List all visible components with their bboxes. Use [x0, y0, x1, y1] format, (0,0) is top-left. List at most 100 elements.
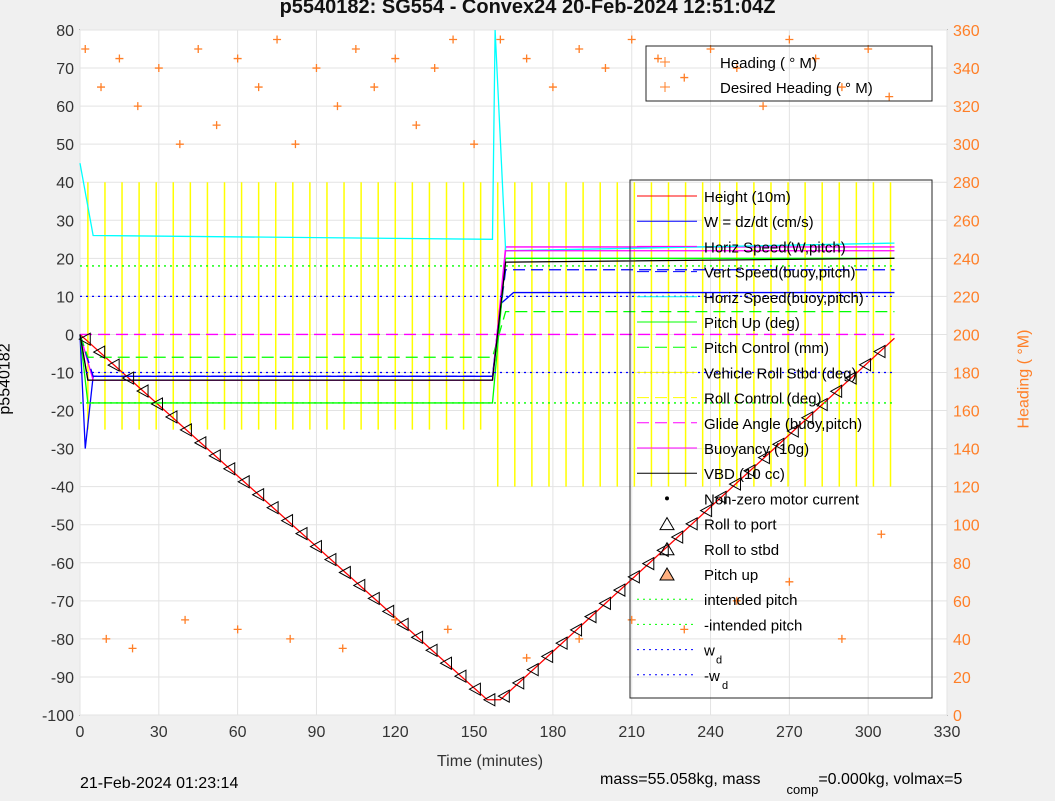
- mass-text: mass=55.058kg, mass: [600, 771, 761, 788]
- y2-tick-label: 100: [953, 518, 980, 535]
- legend-label: Non-zero motor current: [704, 491, 860, 508]
- heading-point: [97, 83, 106, 92]
- roll-marker: [425, 643, 438, 658]
- heading-point: [601, 64, 610, 73]
- heading-point: [128, 644, 137, 653]
- y-tick-label: -60: [51, 556, 74, 573]
- roll-marker: [757, 450, 770, 465]
- roll-marker: [396, 617, 409, 632]
- heading-point: [102, 634, 111, 643]
- legend-swatch: [659, 541, 675, 556]
- legend-label: w: [703, 643, 715, 660]
- x-tick-label: 150: [461, 724, 488, 741]
- heading-point: [133, 102, 142, 111]
- mass-rest: =0.000kg, volmax=5: [818, 771, 963, 788]
- y2-tick-label: 20: [953, 670, 971, 687]
- roll-marker: [526, 662, 539, 677]
- heading-point: [338, 644, 347, 653]
- roll-marker: [627, 570, 640, 584]
- heading-point: [627, 35, 636, 44]
- legend-subscript: d: [716, 655, 722, 667]
- roll-marker: [598, 596, 611, 611]
- y2-tick-label: 320: [953, 99, 980, 116]
- heading-point: [732, 596, 741, 605]
- y-tick-label: -40: [51, 480, 74, 497]
- heading-point: [785, 577, 794, 586]
- heading-point: [470, 140, 479, 149]
- heading-point: [254, 83, 263, 92]
- legend-label: Roll to stbd: [704, 542, 779, 559]
- x-tick-label: 240: [697, 724, 724, 741]
- roll-marker: [511, 676, 525, 690]
- heading-point: [430, 64, 439, 73]
- y-tick-label: 20: [56, 251, 74, 268]
- legend-label: Pitch Control (mm): [704, 340, 829, 357]
- legend-label: Roll Control (deg): [704, 391, 822, 408]
- y2-tick-label: 220: [953, 289, 980, 306]
- footer-mass: mass=55.058kg, mass comp=0.000kg, volmax=…: [600, 771, 963, 797]
- roll-marker: [453, 669, 467, 684]
- roll-marker: [78, 332, 91, 347]
- roll-marker: [771, 437, 785, 452]
- legend-label: Buoyancy (10g): [704, 441, 809, 458]
- y2-tick-label: 260: [953, 213, 980, 230]
- heading-point: [522, 653, 531, 662]
- roll-marker: [338, 565, 351, 580]
- legend-label: VBD (10 cc): [704, 466, 785, 483]
- y-tick-label: -10: [51, 366, 74, 383]
- y2-tick-label: 180: [953, 366, 980, 383]
- roll-marker: [815, 397, 828, 412]
- heading-point: [286, 634, 295, 643]
- roll-marker: [670, 530, 684, 544]
- heading-point: [575, 45, 584, 54]
- y-tick-label: -90: [51, 670, 74, 687]
- roll-marker: [381, 604, 395, 619]
- roll-marker: [656, 543, 669, 558]
- legend-label: Height (10m): [704, 189, 791, 206]
- legend-subscript: d: [722, 680, 728, 692]
- y-tick-label: -50: [51, 518, 74, 535]
- x-tick-label: 30: [150, 724, 168, 741]
- y2-tick-label: 200: [953, 327, 980, 344]
- roll-marker: [786, 424, 799, 438]
- heading-point: [680, 73, 689, 82]
- legend-label: Horiz Speed(buoy,pitch): [704, 290, 864, 307]
- y-tick-label: 0: [65, 327, 74, 344]
- roll-marker: [641, 556, 655, 571]
- heading-point: [194, 45, 203, 54]
- legend-label: -w: [704, 668, 720, 685]
- heading-point: [233, 625, 242, 634]
- roll-marker: [872, 344, 886, 359]
- heading-point: [449, 35, 458, 44]
- y-tick-label: 30: [56, 213, 74, 230]
- legend2-swatch: [660, 82, 670, 92]
- heading-point: [877, 530, 886, 539]
- legend-label: Roll to port: [704, 517, 777, 534]
- roll-marker: [251, 487, 265, 502]
- heading-point: [759, 102, 768, 111]
- y2-tick-label: 240: [953, 251, 980, 268]
- legend-label: Glide Angle (buoy,pitch): [704, 416, 862, 433]
- x-tick-label: 0: [76, 724, 85, 741]
- heading-point: [680, 625, 689, 634]
- heading-point: [785, 35, 794, 44]
- heading-point: [443, 625, 452, 634]
- roll-marker: [728, 477, 742, 491]
- y-axis-label: p5540182: [0, 343, 14, 415]
- roll-marker: [439, 656, 453, 671]
- roll-marker: [612, 583, 626, 597]
- heading-point: [496, 35, 505, 44]
- roll-marker: [280, 513, 294, 528]
- y-tick-label: 70: [56, 61, 74, 78]
- y2-tick-label: 0: [953, 708, 962, 725]
- heading-point: [81, 45, 90, 54]
- roll-marker: [107, 358, 120, 372]
- y2-tick-label: 360: [953, 23, 980, 40]
- legend2-swatch: [660, 57, 670, 67]
- roll-marker: [208, 448, 221, 463]
- roll-marker: [583, 609, 597, 624]
- roll-marker: [179, 423, 192, 437]
- y2-tick-label: 340: [953, 61, 980, 78]
- x-tick-label: 270: [776, 724, 803, 741]
- y-tick-label: -20: [51, 404, 74, 421]
